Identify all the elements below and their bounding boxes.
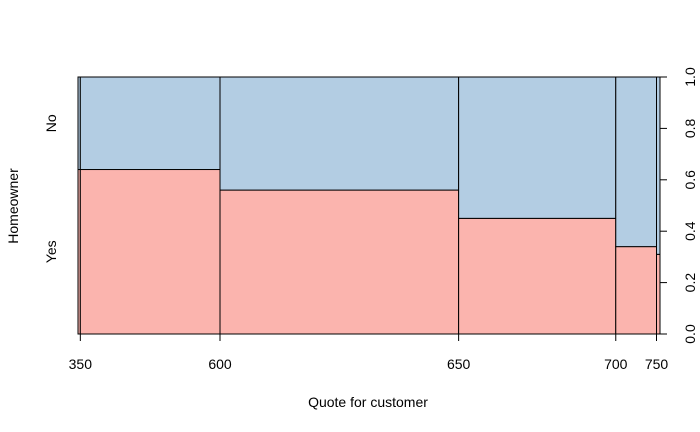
right-tick-label: 0.4 [682,221,698,241]
bar-yes-5 [656,253,661,335]
bar-yes-4 [615,246,658,335]
right-tick-label: 0.6 [682,170,698,190]
x-axis-title: Quote for customer [308,394,428,410]
y-axis-title: Homeowner [5,168,21,244]
y-level-label: No [43,114,59,132]
y-axis-levels: Yes No [43,114,59,263]
bar-yes-3 [458,217,617,335]
right-tick-label: 1.0 [682,67,698,87]
y-level-label: Yes [43,240,59,263]
bar-yes-1 [79,169,221,335]
x-tick-label: 350 [69,356,93,372]
bar-no-5 [656,76,661,255]
bar-no-2 [219,76,460,191]
right-tick-label: 0.8 [682,118,698,138]
bar-no-1 [79,76,221,171]
right-axis: 0.0 0.2 0.4 0.6 0.8 1.0 [659,67,698,344]
plot-bars [77,76,661,335]
x-tick-label: 700 [604,356,628,372]
x-axis: 350 600 650 700 750 [69,333,669,372]
x-tick-label: 750 [645,356,669,372]
right-tick-label: 0.2 [682,273,698,293]
bar-no-3 [458,76,617,219]
bar-yes-2 [219,189,460,335]
x-tick-label: 650 [447,356,471,372]
right-tick-label: 0.0 [682,324,698,344]
x-tick-label: 600 [208,356,232,372]
bar-no-4 [615,76,658,248]
